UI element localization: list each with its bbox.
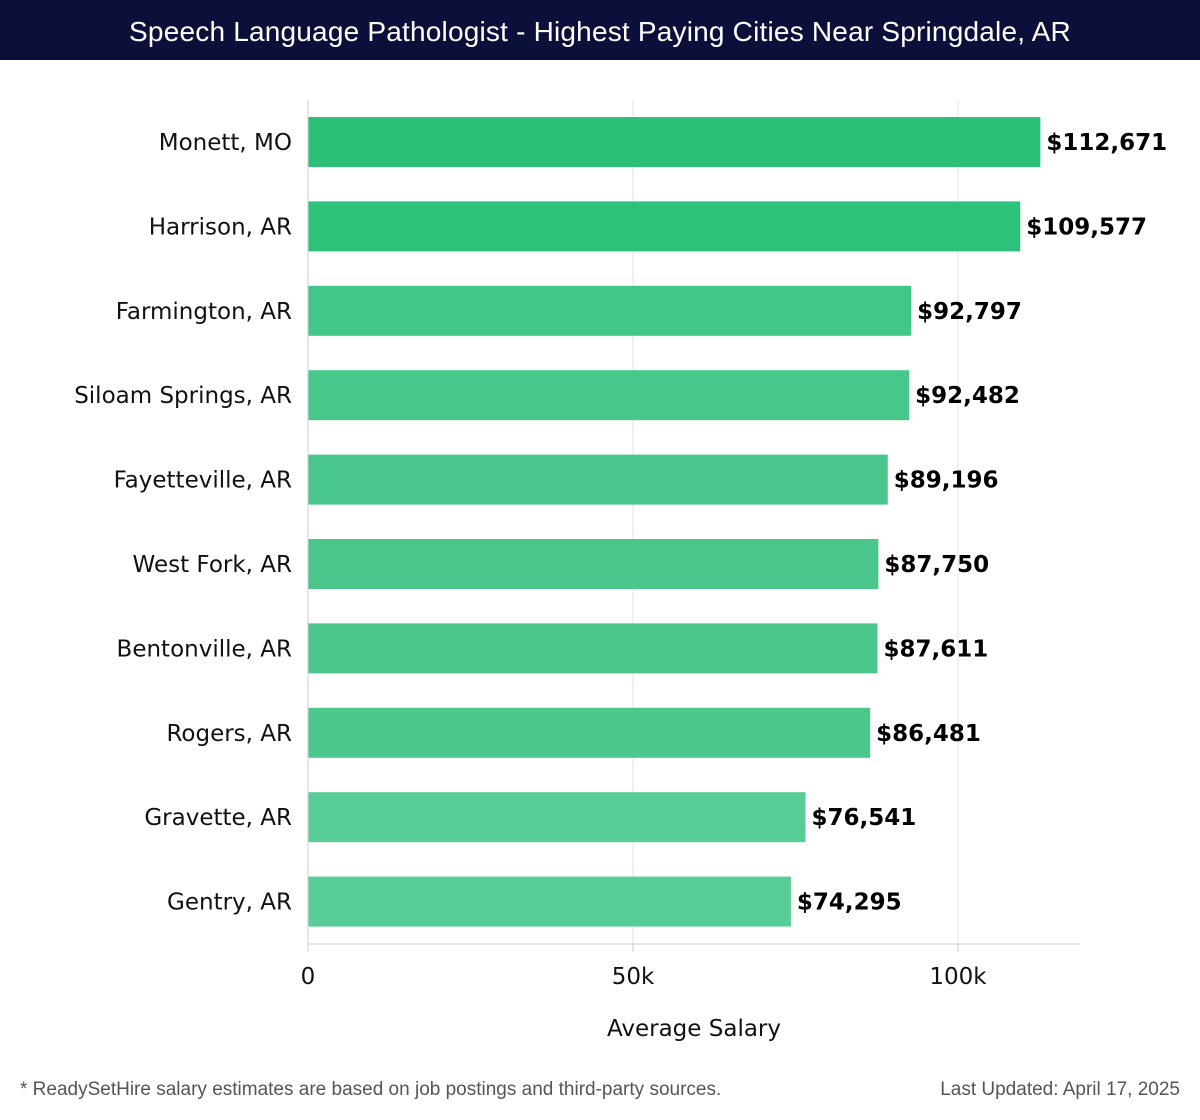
x-tick-label: 50k <box>612 964 655 990</box>
salary-bar-chart: Monett, MO $112,671 Harrison, AR $109,577 Fa… <box>0 60 1200 1060</box>
bar <box>308 539 878 589</box>
footer-last-updated: Last Updated: April 17, 2025 <box>940 1079 1180 1101</box>
data-label: $87,750 <box>884 552 989 578</box>
bar <box>308 792 806 842</box>
x-tick-label: 100k <box>929 964 987 990</box>
data-label: $74,295 <box>797 890 902 916</box>
data-label: $112,671 <box>1046 130 1167 156</box>
data-label: $76,541 <box>812 805 917 831</box>
data-label: $92,482 <box>915 383 1020 409</box>
data-label: $86,481 <box>876 721 981 747</box>
category-label: Fayetteville, AR <box>114 468 292 494</box>
data-label: $92,797 <box>917 299 1022 325</box>
bar <box>308 708 870 758</box>
data-label: $89,196 <box>894 468 999 494</box>
bar <box>308 286 911 336</box>
page-title: Speech Language Pathologist - Highest Pa… <box>0 0 1200 60</box>
category-label: West Fork, AR <box>133 552 292 578</box>
bar <box>308 877 791 927</box>
title-bar: Speech Language Pathologist - Highest Pa… <box>0 0 1200 60</box>
category-label: Farmington, AR <box>116 299 292 325</box>
category-label: Monett, MO <box>159 130 292 156</box>
category-label: Gravette, AR <box>144 805 292 831</box>
x-axis-title: Average Salary <box>607 1016 781 1042</box>
bar <box>308 623 877 673</box>
bar <box>308 117 1040 167</box>
data-label: $109,577 <box>1026 214 1147 240</box>
bar-layer <box>308 117 1040 927</box>
category-label: Rogers, AR <box>166 721 292 747</box>
category-label: Bentonville, AR <box>117 636 292 662</box>
category-label: Gentry, AR <box>167 890 292 916</box>
x-tick-label: 0 <box>301 964 316 990</box>
category-label: Siloam Springs, AR <box>74 383 292 409</box>
bar <box>308 455 888 505</box>
bar <box>308 370 909 420</box>
data-label: $87,611 <box>883 636 988 662</box>
footer-disclaimer: * ReadySetHire salary estimates are base… <box>20 1079 721 1101</box>
category-label: Harrison, AR <box>149 214 292 240</box>
bar <box>308 201 1020 251</box>
